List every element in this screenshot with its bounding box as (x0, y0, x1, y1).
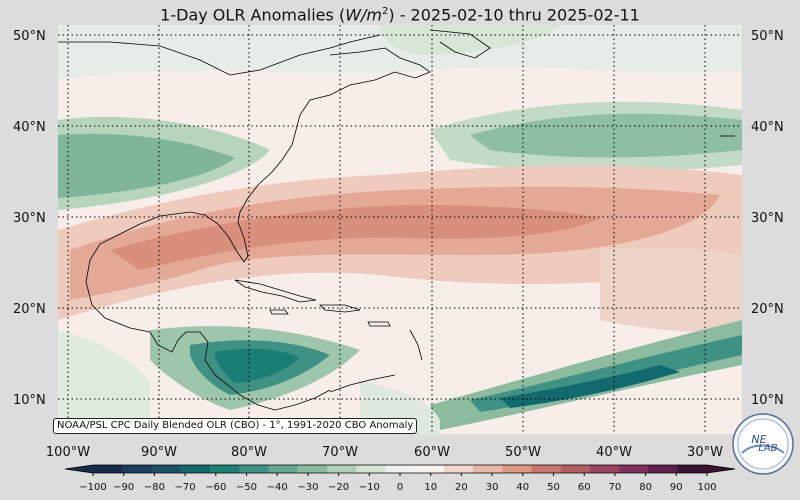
anomaly-field (58, 25, 742, 434)
colorbar-tick-label: −10 (359, 482, 380, 493)
colorbar-segment (326, 465, 357, 473)
svg-text:NE: NE (751, 433, 766, 446)
colorbar-segment (414, 465, 445, 473)
colorbar-tick-label: 80 (639, 482, 652, 493)
lon-tick-label: 40°W (596, 445, 632, 460)
colorbar-segment (93, 465, 123, 473)
lat-tick-label: 20°N (13, 302, 46, 317)
lat-tick-label: 10°N (751, 393, 784, 408)
colorbar-segment (473, 465, 503, 473)
lon-labels: 100°W 90°W 80°W 70°W 60°W 50°W 40°W 30°W (46, 445, 723, 460)
colorbar-segment (180, 465, 211, 473)
colorbar-tick-label: 30 (486, 482, 499, 493)
lat-tick-label: 40°N (13, 120, 46, 135)
map-title: 1-Day OLR Anomalies (W/m2) - 2025-02-10 … (160, 5, 640, 25)
colorbar-segment (297, 465, 328, 473)
colorbar-tick-label: 70 (609, 482, 622, 493)
colorbar-segment (122, 465, 152, 473)
colorbar-tick-label: 20 (455, 482, 468, 493)
colorbar (64, 464, 736, 474)
colorbar-segment (619, 465, 650, 473)
colorbar-tick-label: 0 (397, 482, 403, 493)
colorbar-segment (239, 465, 269, 473)
colorbar-segment (648, 465, 679, 473)
colorbar-tick-label: −30 (297, 482, 318, 493)
colorbar-tick-label: −90 (113, 482, 134, 493)
lat-labels-right: 50°N 40°N 30°N 20°N 10°N (751, 29, 784, 408)
lat-tick-label: 10°N (13, 393, 46, 408)
lat-tick-label: 50°N (751, 29, 784, 44)
colorbar-tick-labels: −100 −90 −80 −70 −60 −50 −40 −30 −20 −10 0 10 20 30 40… (79, 473, 717, 493)
colorbar-segment (443, 465, 474, 473)
colorbar-tick-label: 90 (670, 482, 683, 493)
colorbar-segment (590, 465, 620, 473)
lon-tick-label: 80°W (231, 445, 267, 460)
colorbar-tick-label: −60 (205, 482, 226, 493)
colorbar-segment (560, 465, 591, 473)
colorbar-segment (356, 465, 386, 473)
lat-tick-label: 20°N (751, 302, 784, 317)
colorbar-tick-label: −70 (175, 482, 196, 493)
lon-tick-label: 30°W (687, 445, 723, 460)
colorbar-tick-label: 40 (516, 482, 529, 493)
graticule (58, 25, 742, 434)
colorbar-tick-label: −40 (267, 482, 288, 493)
colorbar-segment (268, 465, 299, 473)
colorbar-min-extend (65, 465, 93, 473)
lat-tick-label: 30°N (751, 211, 784, 226)
lat-tick-label: 50°N (13, 29, 46, 44)
nextlab-logo: NE LAB (732, 413, 794, 475)
colorbar-tick-label: 50 (547, 482, 560, 493)
colorbar-tick-label: −80 (144, 482, 165, 493)
lon-tick-label: 90°W (141, 445, 177, 460)
colorbar-tick-label: −100 (79, 482, 106, 493)
colorbar-tick-label: −20 (328, 482, 349, 493)
lon-tick-label: 50°W (505, 445, 541, 460)
colorbar-tick-label: −50 (236, 482, 257, 493)
colorbar-segment (385, 465, 416, 473)
lat-tick-label: 40°N (751, 120, 784, 135)
colorbar-tick-label: 100 (697, 482, 716, 493)
svg-text:LAB: LAB (758, 443, 777, 454)
lon-tick-label: 60°W (414, 445, 450, 460)
lon-tick-label: 70°W (322, 445, 358, 460)
colorbar-tick-label: 10 (424, 482, 437, 493)
lat-tick-label: 30°N (13, 211, 46, 226)
colorbar-segment (677, 465, 708, 473)
colorbar-segment (209, 465, 240, 473)
data-source-label: NOAA/PSL CPC Daily Blended OLR (CBO) - 1… (53, 418, 418, 434)
lon-tick-label: 100°W (46, 445, 90, 460)
colorbar-max-extend (707, 465, 735, 473)
coastlines (58, 29, 735, 411)
colorbar-tick-label: 60 (578, 482, 591, 493)
colorbar-segment (502, 465, 533, 473)
colorbar-segment (531, 465, 562, 473)
colorbar-segment (151, 465, 182, 473)
lat-labels-left: 50°N 40°N 30°N 20°N 10°N (13, 29, 46, 408)
